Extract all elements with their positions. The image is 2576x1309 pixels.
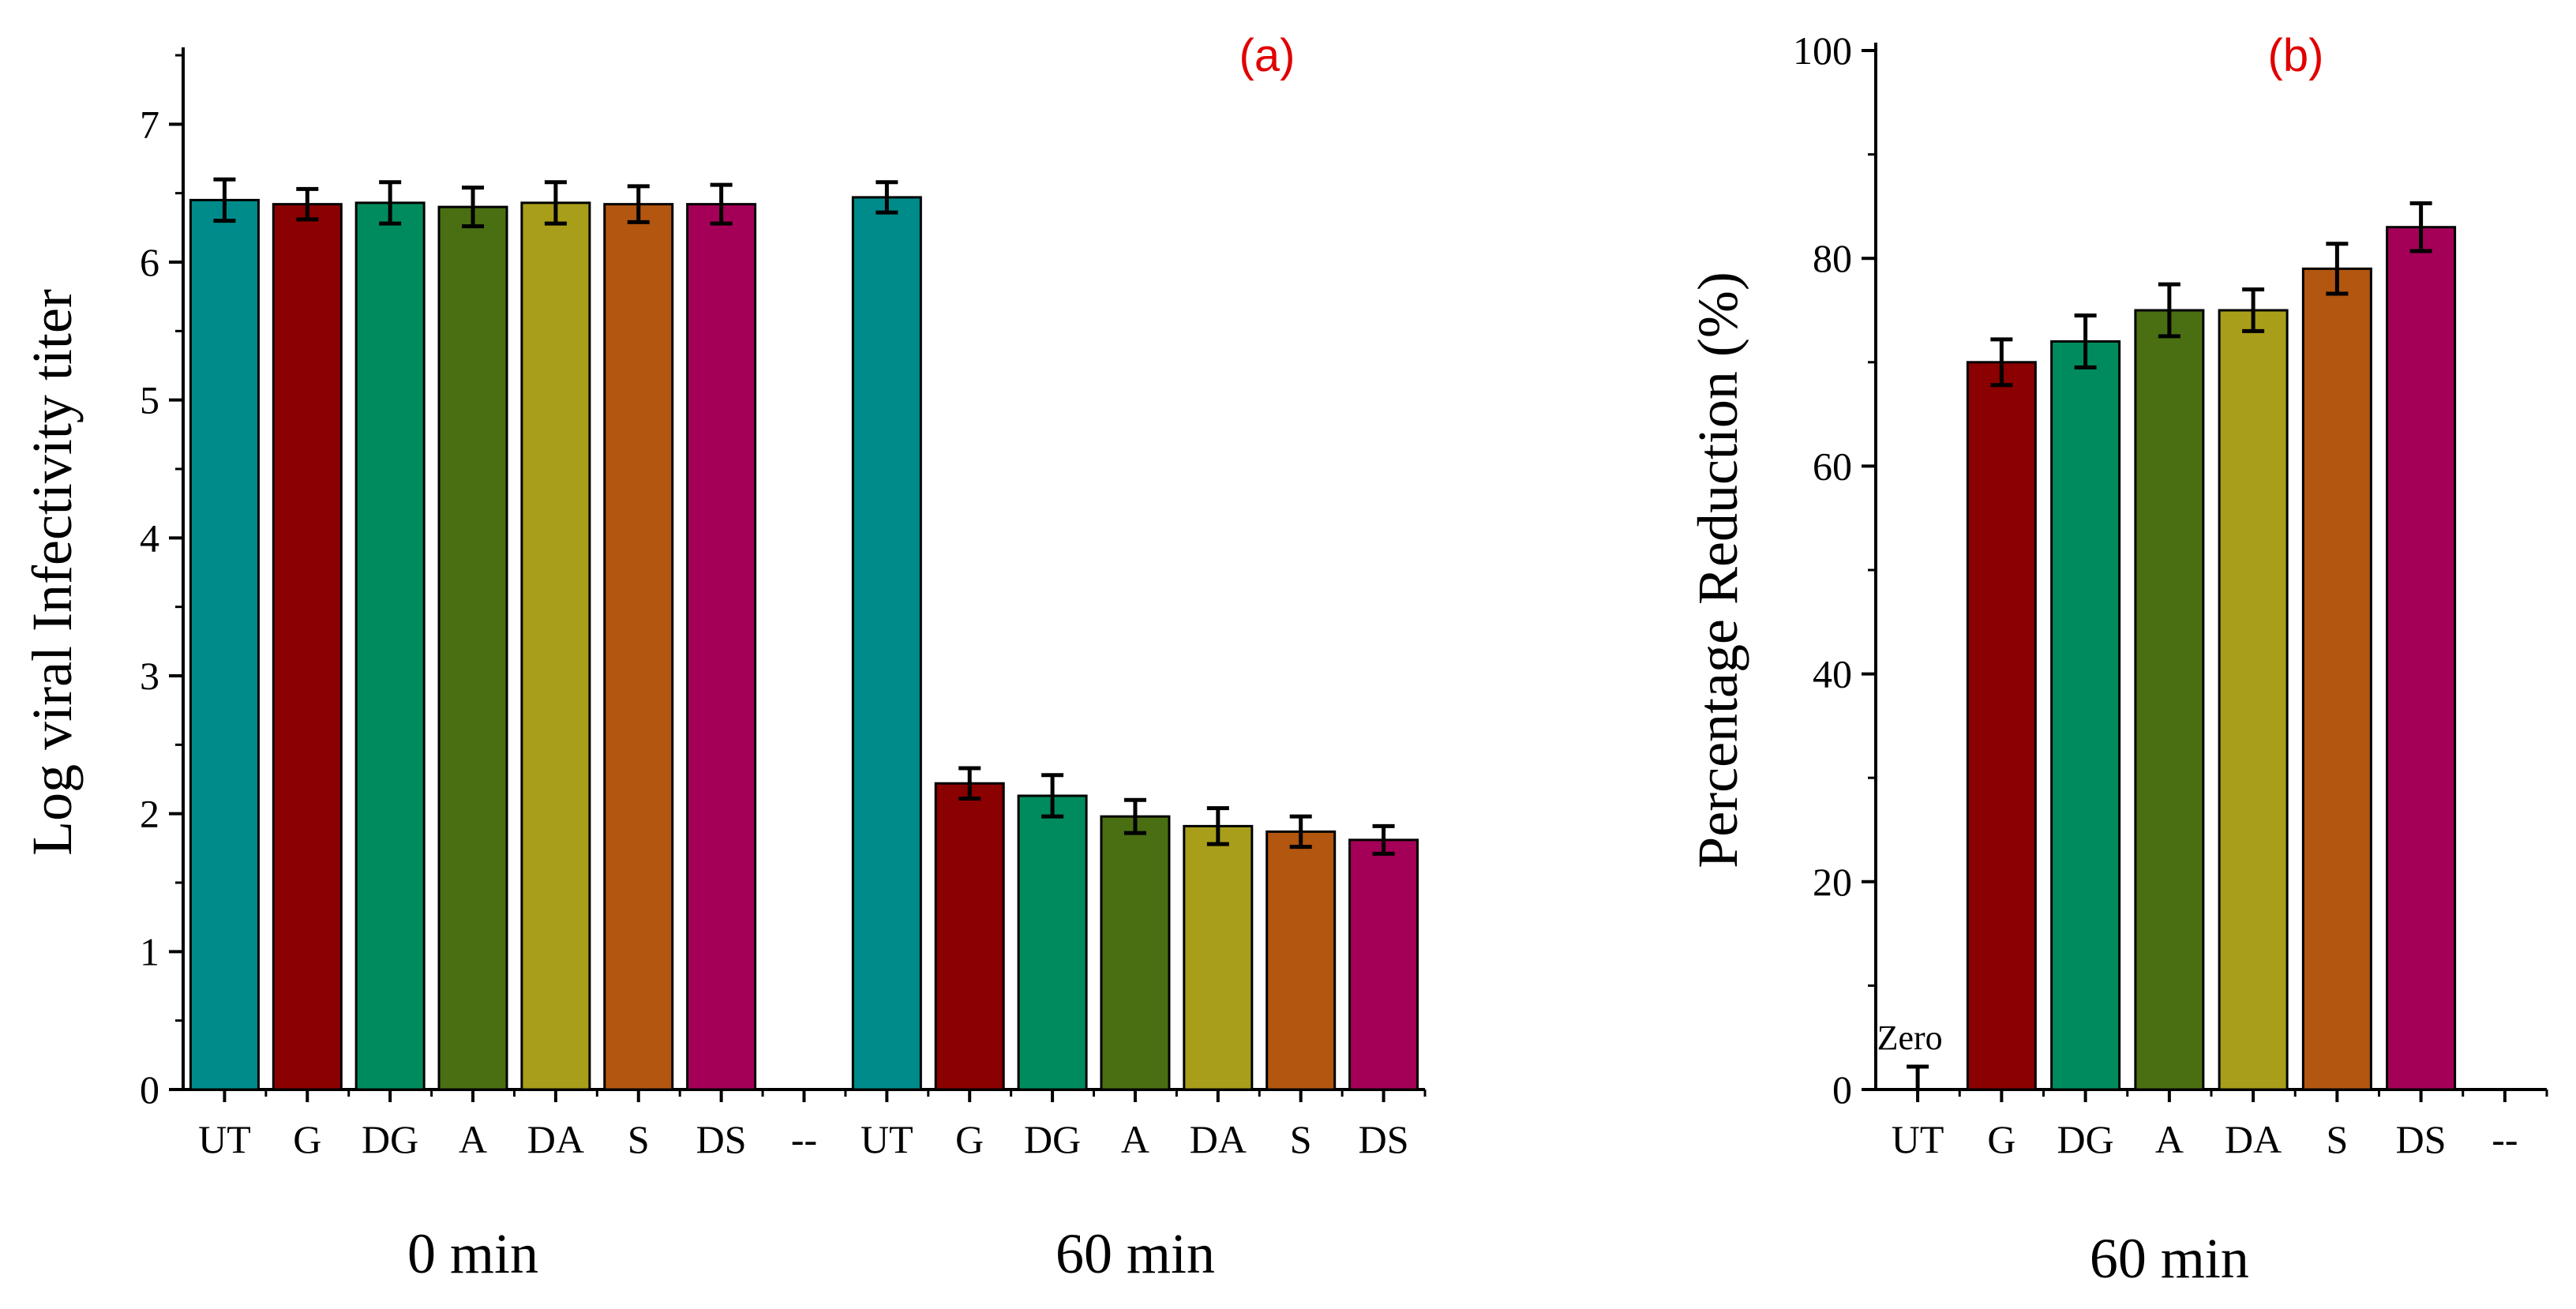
bar: [851, 196, 922, 1091]
x-tick-label: DA: [1190, 1117, 1247, 1161]
bar: [2386, 226, 2457, 1091]
panel-label: (b): [2268, 30, 2324, 81]
bar: [1348, 838, 1419, 1091]
x-tick-label: DG: [2057, 1117, 2114, 1161]
y-tick-label: 100: [1793, 28, 1852, 73]
x-tick-label: S: [2326, 1117, 2348, 1161]
y-tick-label: 3: [140, 654, 159, 698]
y-tick-label: 0: [140, 1067, 159, 1112]
y-tick-label: 6: [140, 240, 159, 284]
x-tick-label: DA: [2225, 1117, 2282, 1161]
y-tick-label: 7: [140, 102, 159, 146]
group-label: 0 min: [407, 1222, 538, 1285]
bar: [354, 201, 426, 1091]
y-tick-label: 20: [1813, 860, 1852, 904]
x-tick-label: A: [1121, 1117, 1149, 1161]
bar: [1266, 830, 1337, 1091]
group-label: 60 min: [1056, 1222, 1215, 1285]
x-tick-label: DG: [362, 1117, 418, 1161]
x-tick-label: UT: [1892, 1117, 1944, 1161]
bar: [2218, 309, 2289, 1091]
y-tick-label: 0: [1832, 1067, 1852, 1112]
bar: [2301, 267, 2372, 1091]
group-label: 60 min: [2090, 1227, 2249, 1290]
y-tick-label: 80: [1813, 236, 1852, 280]
bar: [934, 782, 1005, 1091]
x-tick-label: --: [791, 1117, 817, 1161]
bar: [2134, 309, 2205, 1091]
y-tick-label: 1: [140, 929, 159, 973]
y-axis-title: Log viral Infectivity titer: [21, 289, 84, 856]
zero-annotation: Zero: [1877, 1018, 1943, 1057]
y-tick-label: 5: [140, 378, 159, 422]
x-tick-label: --: [2492, 1117, 2518, 1161]
bar: [1017, 794, 1088, 1091]
panel-label: (a): [1239, 30, 1295, 81]
x-tick-label: DS: [2396, 1117, 2447, 1161]
x-tick-label: UT: [861, 1117, 913, 1161]
y-axis-title: Percentage Reduction (%): [1686, 272, 1749, 868]
panel-a: 0 1 2 3 4 5 6 7 Log viral Infectivity titer UT G DG…: [21, 30, 1427, 1285]
bar: [272, 203, 343, 1091]
bar: [520, 201, 591, 1091]
y-tick-label: 40: [1813, 652, 1852, 696]
y-tick-label: 2: [140, 792, 159, 836]
bar: [1183, 824, 1254, 1091]
x-tick-label: UT: [198, 1117, 251, 1161]
x-tick-label: G: [293, 1117, 321, 1161]
bar: [1100, 815, 1171, 1091]
y-tick-label: 4: [140, 516, 159, 560]
x-tick-label: S: [628, 1117, 650, 1161]
x-tick-label: DA: [527, 1117, 584, 1161]
x-tick-label: DG: [1024, 1117, 1081, 1161]
x-tick-label: A: [2155, 1117, 2184, 1161]
x-tick-label: DS: [696, 1117, 747, 1161]
x-tick-label: DS: [1359, 1117, 1409, 1161]
x-tick-label: A: [459, 1117, 487, 1161]
bar: [1966, 361, 2037, 1091]
x-tick-label: G: [955, 1117, 984, 1161]
x-tick-label: S: [1290, 1117, 1312, 1161]
bar: [686, 203, 757, 1091]
bar: [189, 198, 260, 1091]
bar: [437, 205, 508, 1091]
y-tick-label: 60: [1813, 444, 1852, 488]
bar: [2050, 339, 2121, 1091]
bar: [603, 203, 674, 1091]
x-tick-label: G: [1987, 1117, 2015, 1161]
